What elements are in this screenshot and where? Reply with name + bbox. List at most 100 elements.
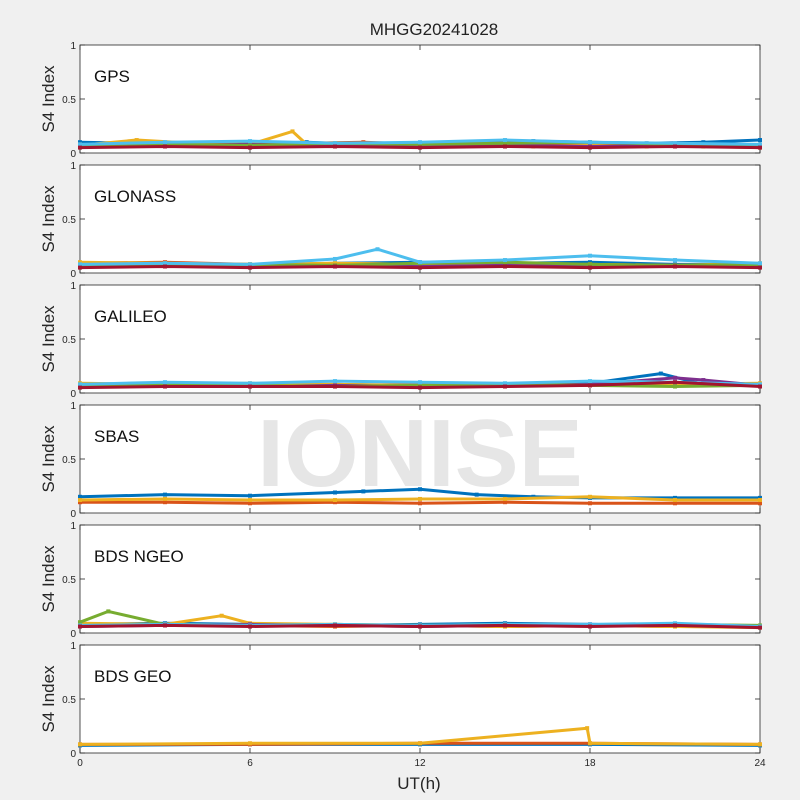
data-point [673,375,677,380]
data-point [418,265,422,270]
data-point [163,261,167,266]
x-tick-label: 18 [584,758,596,769]
axes-box [79,524,761,634]
data-point [701,378,706,383]
data-point [503,258,507,263]
data-point [333,264,337,269]
data-point [758,138,762,143]
data-point [673,141,677,146]
panel-label: BDS NGEO [94,547,184,566]
data-point [673,621,677,626]
panel-gps: 0 0.5 1 S4 Index GPS [39,41,762,160]
data-point [333,490,337,495]
data-point [418,624,422,629]
data-point [418,140,422,145]
data-point [248,498,252,503]
data-point [375,247,380,252]
data-point [503,381,507,386]
data-point [78,742,82,747]
data-point [78,494,82,499]
data-point [163,492,167,497]
data-point [758,145,762,150]
y-tick-label: 1 [70,281,76,292]
panel-label: BDS GEO [94,667,171,686]
data-point [673,264,677,269]
data-point [758,382,762,387]
data-point [418,383,422,388]
y-tick-label: 0 [70,149,76,160]
data-point [333,623,337,628]
panel-sbas: 0 0.5 1 S4 Index SBAS [39,401,762,520]
axes-box [79,164,761,274]
data-point [758,742,762,747]
y-tick-label: 1 [70,641,76,652]
y-tick-label: 0 [70,509,76,520]
data-point [163,496,167,501]
data-point [758,265,762,270]
y-axis-label: S4 Index [39,305,58,373]
data-point [333,141,337,146]
data-point [758,384,762,389]
y-axis-label: S4 Index [39,425,58,493]
series-line [79,247,761,266]
x-tick-label: 24 [754,758,766,769]
panel-glonass: 0 0.5 1 S4 Index GLONASS [39,161,762,280]
y-axis-label: S4 Index [39,545,58,613]
y-tick-label: 1 [70,41,76,52]
data-point [503,500,507,505]
axes-box [79,284,761,394]
data-point [78,624,82,629]
data-point [673,498,677,503]
data-point [78,500,82,505]
data-point [333,261,337,266]
data-point [588,140,592,145]
data-point [248,384,252,389]
data-point [248,381,252,386]
panel-bds-geo: 0 0.5 1 S4 Index BDS GEO [39,641,762,760]
data-point [588,260,592,265]
panel-label: GLONASS [94,187,176,206]
data-point [333,498,337,503]
data-point [418,142,422,147]
data-point [248,145,252,150]
panel-label: GPS [94,67,130,86]
data-point [588,622,592,627]
data-point [78,620,82,625]
data-point [219,613,224,618]
data-point [248,741,252,746]
data-point [758,498,762,503]
data-point [673,501,677,506]
data-point [163,384,167,389]
y-tick-label: 0 [70,389,76,400]
data-point [78,498,82,503]
data-point [78,260,82,265]
data-point [588,383,592,388]
y-axis-label: S4 Index [39,185,58,253]
x-tick-label: 12 [414,758,426,769]
series-line [79,726,761,746]
y-tick-label: 0.5 [62,95,76,106]
y-tick-label: 0 [70,749,76,760]
y-tick-label: 1 [70,161,76,172]
data-point [418,496,422,501]
y-tick-label: 0.5 [62,455,76,466]
y-tick-label: 0.5 [62,335,76,346]
y-tick-label: 1 [70,401,76,412]
data-point [588,624,592,629]
data-point [503,141,507,146]
data-point [503,384,507,389]
data-point [333,144,337,149]
data-point [78,385,82,390]
data-point [248,265,252,270]
data-point [290,129,295,134]
y-tick-label: 0.5 [62,695,76,706]
data-point [78,142,82,147]
data-point [503,138,507,143]
data-point [248,624,252,629]
data-point [673,380,677,385]
data-point [673,144,677,149]
data-point [163,264,167,269]
data-point [248,493,252,498]
